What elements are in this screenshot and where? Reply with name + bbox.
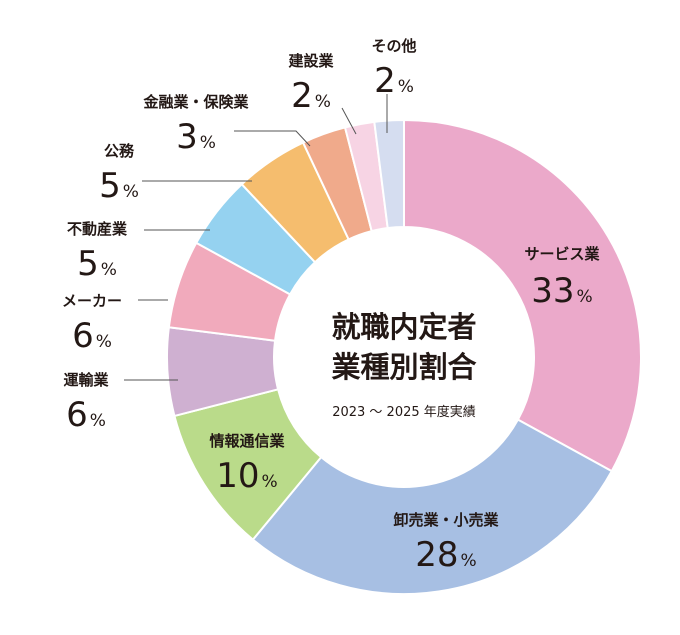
- slice-3-label: 情報通信業: [209, 432, 285, 450]
- slice-2-label: 卸売業・小売業: [393, 511, 499, 529]
- slice-10-label: その他: [371, 37, 416, 55]
- slice-1-label: サービス業: [524, 245, 600, 263]
- slice-8-leader-line: [234, 130, 311, 147]
- slice-1-value-label: 33%: [531, 271, 592, 311]
- slice-10: [373, 118, 405, 230]
- slice-7-value-label: 5%: [99, 166, 139, 206]
- slice-10-value-label: 2%: [374, 61, 414, 101]
- slice-6-value-label: 5%: [77, 244, 117, 284]
- slice-2-value-label: 28%: [415, 535, 476, 575]
- slice-1: [403, 118, 642, 473]
- chart-subtitle: 2023 ～ 2025 年度実績: [332, 404, 476, 420]
- slice-5-value-label: 6%: [72, 316, 112, 356]
- slice-4-value-label: 6%: [66, 395, 106, 435]
- slice-4-label: 運輸業: [63, 371, 109, 389]
- leader-lines: [124, 94, 388, 381]
- chart-title-line-2: 業種別割合: [331, 350, 476, 384]
- chart-title-line-1: 就職内定者: [331, 310, 476, 344]
- slice-9-value-label: 2%: [291, 76, 331, 116]
- donut-slices: [166, 118, 642, 595]
- slice-8-value-label: 3%: [176, 117, 216, 157]
- slice-2: [251, 418, 614, 595]
- slice-6-label: 不動産業: [67, 220, 128, 238]
- slice-3-value-label: 10%: [216, 456, 277, 496]
- slice-9-leader-line: [341, 107, 357, 135]
- slice-8-label: 金融業・保険業: [142, 93, 249, 111]
- slice-7-label: 公務: [104, 142, 135, 160]
- slice-9-label: 建設業: [288, 52, 334, 70]
- slice-5-label: メーカー: [62, 292, 122, 310]
- slice-labels: サービス業 33 % 卸売業・小売業 28 % 情報通信業 10 % 運輸業 6 % メーカー 6 % 不動産…: [62, 37, 601, 575]
